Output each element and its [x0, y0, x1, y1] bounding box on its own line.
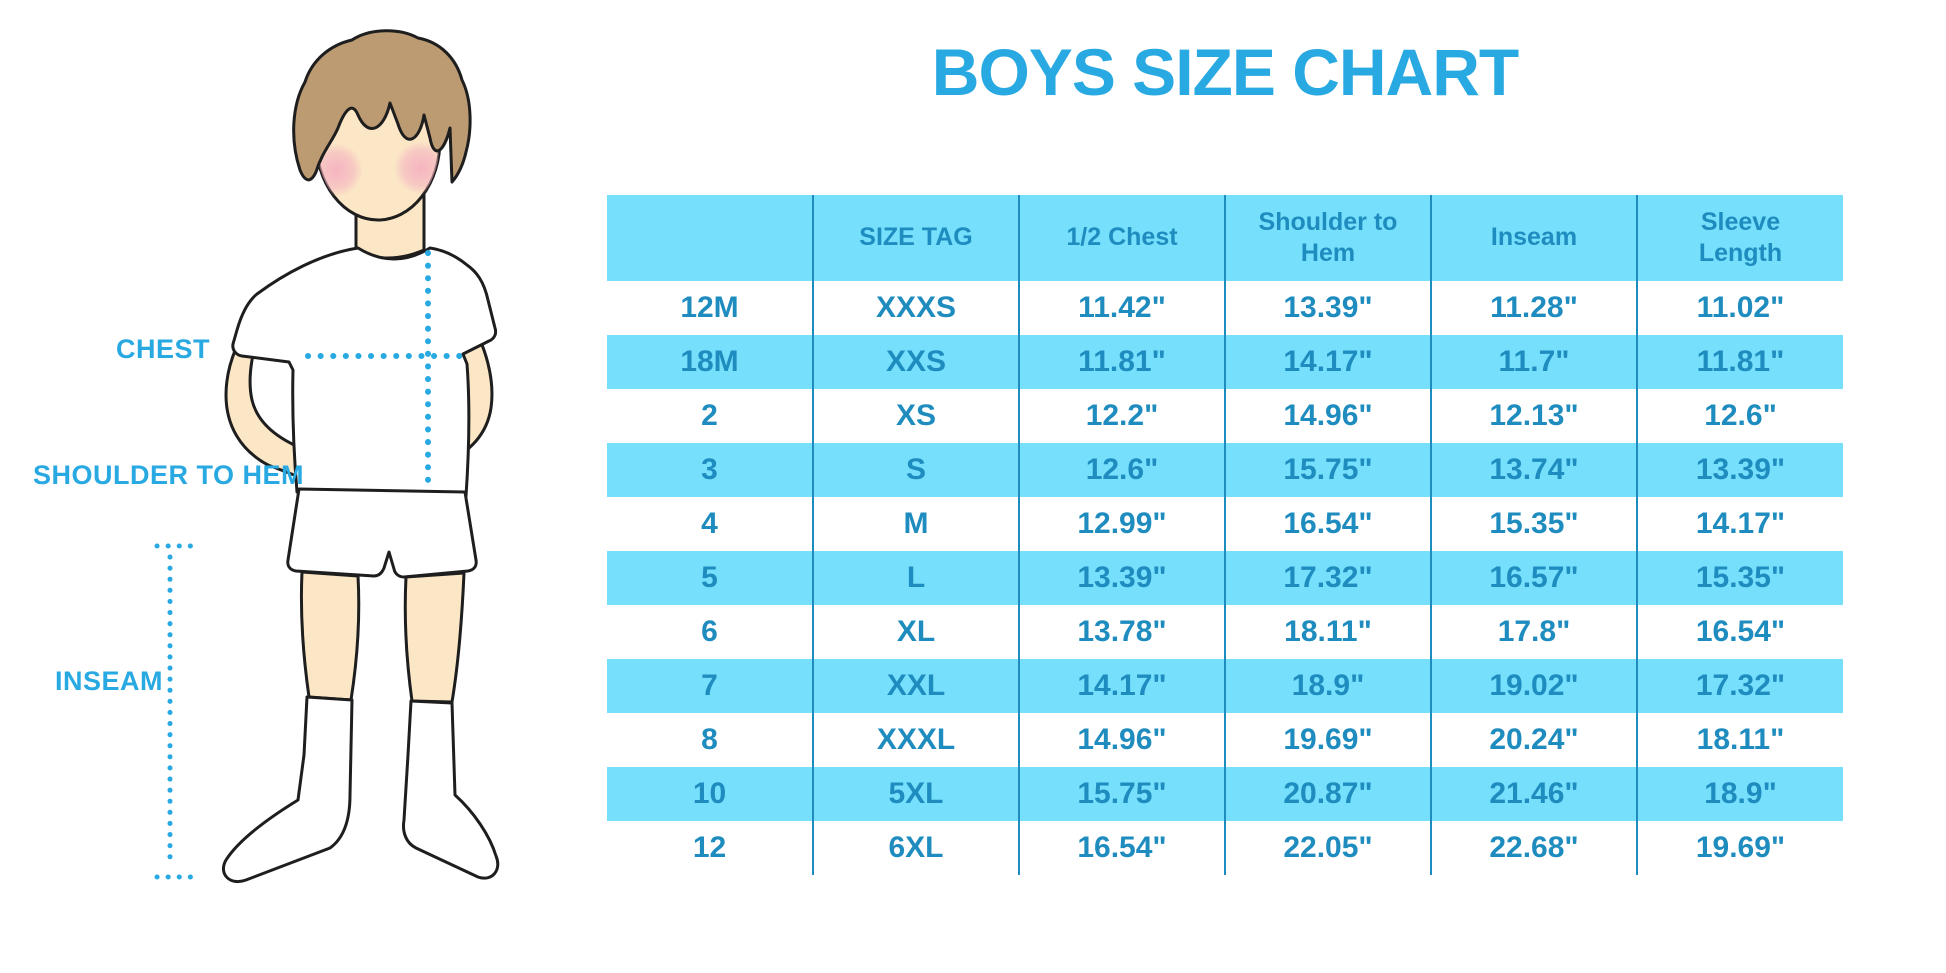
size-tag-cell: XXL	[812, 659, 1019, 713]
table-row: 8 XXXL 14.96" 19.69" 20.24" 18.11"	[607, 713, 1843, 767]
inseam-cell: 17.8"	[1430, 605, 1637, 659]
table-row: 5 L 13.39" 17.32" 16.57" 15.35"	[607, 551, 1843, 605]
sleeve-length-cell: 18.11"	[1636, 713, 1843, 767]
boy-tshirt	[231, 246, 498, 498]
shoulder-to-hem-label: SHOULDER TO HEM	[33, 460, 305, 490]
shoulder-to-hem-cell: 22.05"	[1224, 821, 1431, 875]
size-tag-cell: S	[812, 443, 1019, 497]
boy-right-sock	[402, 699, 500, 880]
column-header-shoulder-to-hem: Shoulder to Hem	[1224, 195, 1431, 281]
row-age-label: 2	[701, 399, 718, 432]
column-header-half-chest: 1/2 Chest	[1018, 195, 1225, 281]
row-age-label: 10	[607, 767, 813, 821]
half-chest-cell: 13.39"	[1018, 551, 1225, 605]
table-header-row: SIZE TAG 1/2 Chest Shoulder to Hem Insea…	[607, 195, 1843, 281]
shoulder-to-hem-cell: 20.87"	[1224, 767, 1431, 821]
row-age-label: 18M	[607, 335, 813, 389]
table-row: 7 XXL 14.17" 18.9" 19.02" 17.32"	[607, 659, 1843, 713]
page-title: BOYS SIZE CHART	[931, 35, 1519, 109]
table-row: 12M XXXS 11.42" 13.39" 11.28" 11.02"	[607, 281, 1843, 335]
sleeve-length-cell: 15.35"	[1636, 551, 1843, 605]
half-chest-cell: 14.17"	[1018, 659, 1225, 713]
inseam-cell: 21.46"	[1430, 767, 1637, 821]
inseam-cell: 13.74"	[1430, 443, 1637, 497]
boy-illustration	[154, 29, 500, 883]
boy-shorts	[286, 487, 478, 579]
boy-hair	[292, 29, 472, 184]
row-age-label: 8	[701, 723, 718, 756]
row-age-label: 6	[701, 615, 718, 648]
shoulder-to-hem-cell: 14.96"	[1224, 389, 1431, 443]
half-chest-cell: 11.42"	[1018, 281, 1225, 335]
inseam-cell: 15.35"	[1430, 497, 1637, 551]
size-tag-cell: XXXL	[812, 713, 1019, 767]
inseam-label: INSEAM	[55, 666, 164, 696]
inseam-cell: 22.68"	[1430, 821, 1637, 875]
shoulder-to-hem-cell: 19.69"	[1224, 713, 1431, 767]
half-chest-cell: 14.96"	[1018, 713, 1225, 767]
shoulder-to-hem-cell: 16.54"	[1224, 497, 1431, 551]
row-age-label: 3	[607, 443, 813, 497]
inseam-cell: 11.7"	[1430, 335, 1637, 389]
sleeve-length-cell: 13.39"	[1636, 443, 1843, 497]
size-tag-cell: 5XL	[812, 767, 1019, 821]
half-chest-cell: 16.54"	[1018, 821, 1225, 875]
inseam-cell: 11.28"	[1430, 281, 1637, 335]
inseam-cell: 19.02"	[1430, 659, 1637, 713]
shoulder-to-hem-cell: 13.39"	[1224, 281, 1431, 335]
boy-left-sock	[222, 695, 354, 883]
table-row: 4 M 12.99" 16.54" 15.35" 14.17"	[607, 497, 1843, 551]
table-row: 2 XS 12.2" 14.96" 12.13" 12.6"	[607, 389, 1843, 443]
inseam-cell: 12.13"	[1430, 389, 1637, 443]
sleeve-length-cell: 14.17"	[1636, 497, 1843, 551]
boy-right-leg	[403, 571, 466, 704]
sleeve-length-cell: 12.6"	[1636, 389, 1843, 443]
shoulder-to-hem-cell: 17.32"	[1224, 551, 1431, 605]
half-chest-cell: 13.78"	[1018, 605, 1225, 659]
sleeve-length-cell: 18.9"	[1636, 767, 1843, 821]
size-table: SIZE TAG 1/2 Chest Shoulder to Hem Insea…	[607, 195, 1843, 875]
shoulder-to-hem-cell: 18.11"	[1224, 605, 1431, 659]
row-age-label: 5	[607, 551, 813, 605]
table-row: 3 S 12.6" 15.75" 13.74" 13.39"	[607, 443, 1843, 497]
size-tag-cell: M	[812, 497, 1019, 551]
column-header-sleeve-length: Sleeve Length	[1636, 195, 1843, 281]
table-row: 10 5XL 15.75" 20.87" 21.46" 18.9"	[607, 767, 1843, 821]
shoulder-to-hem-cell: 15.75"	[1224, 443, 1431, 497]
inseam-cell: 20.24"	[1430, 713, 1637, 767]
table-row: 6 XL 13.78" 18.11" 17.8" 16.54"	[607, 605, 1843, 659]
column-header-inseam: Inseam	[1430, 195, 1637, 281]
shoulder-to-hem-cell: 18.9"	[1224, 659, 1431, 713]
sleeve-length-cell: 11.02"	[1636, 281, 1843, 335]
half-chest-cell: 12.2"	[1018, 389, 1225, 443]
half-chest-cell: 11.81"	[1018, 335, 1225, 389]
table-row: 12 6XL 16.54" 22.05" 22.68" 19.69"	[607, 821, 1843, 875]
sleeve-length-cell: 19.69"	[1636, 821, 1843, 875]
boy-left-leg	[299, 570, 361, 702]
size-tag-cell: XL	[812, 605, 1019, 659]
half-chest-cell: 15.75"	[1018, 767, 1225, 821]
size-tag-cell: L	[812, 551, 1019, 605]
size-tag-cell: XXS	[812, 335, 1019, 389]
row-age-label: 7	[607, 659, 813, 713]
shoulder-to-hem-cell: 14.17"	[1224, 335, 1431, 389]
sleeve-length-cell: 17.32"	[1636, 659, 1843, 713]
size-tag-cell: 6XL	[812, 821, 1019, 875]
size-tag-cell: XXXS	[812, 281, 1019, 335]
row-age-label: 4	[701, 507, 718, 540]
column-header-blank	[607, 195, 813, 281]
inseam-cell: 16.57"	[1430, 551, 1637, 605]
chest-label: CHEST	[116, 334, 211, 364]
sleeve-length-cell: 11.81"	[1636, 335, 1843, 389]
row-age-label: 12	[692, 831, 727, 864]
half-chest-cell: 12.6"	[1018, 443, 1225, 497]
table-row: 18M XXS 11.81" 14.17" 11.7" 11.81"	[607, 335, 1843, 389]
size-tag-cell: XS	[812, 389, 1019, 443]
column-header-size-tag: SIZE TAG	[812, 195, 1019, 281]
row-age-label: 12M	[680, 291, 739, 324]
half-chest-cell: 12.99"	[1018, 497, 1225, 551]
sleeve-length-cell: 16.54"	[1636, 605, 1843, 659]
